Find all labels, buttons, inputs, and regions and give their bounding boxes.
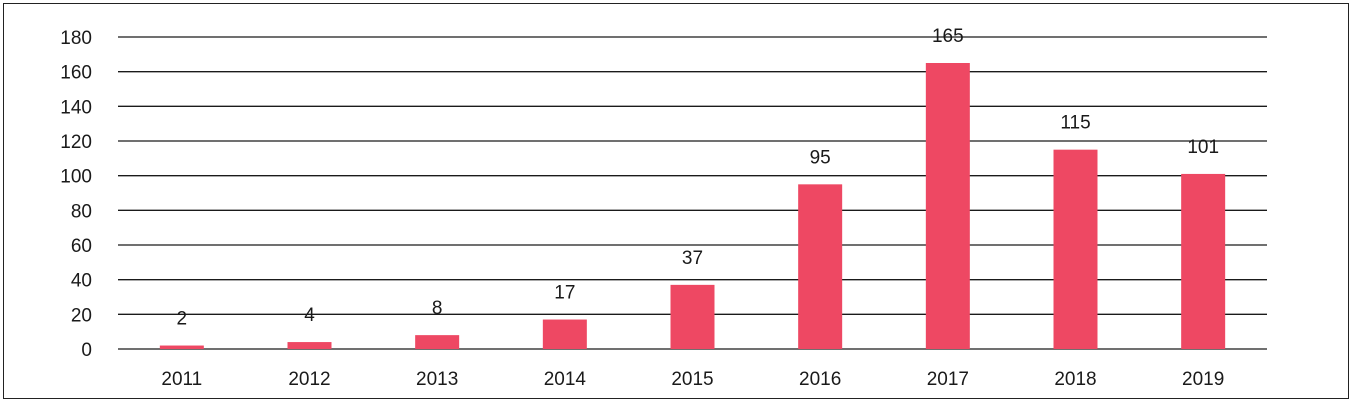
bars [159, 63, 1226, 349]
bar-chart: 0 20 40 60 80 100 120 140 160 180 2 4 8 17 37 95 165 115… [60, 26, 1267, 390]
y-tick-label: 120 [60, 132, 92, 153]
y-tick-label: 100 [60, 167, 92, 188]
bar-2012 [287, 342, 332, 349]
y-tick-label: 20 [71, 305, 92, 326]
data-label-2014: 17 [554, 283, 575, 304]
bar-2011 [159, 345, 204, 349]
x-tick-label-2013: 2013 [416, 369, 458, 390]
data-label-2013: 8 [432, 298, 443, 319]
y-tick-label: 0 [81, 340, 92, 361]
x-tick-label-2017: 2017 [927, 369, 969, 390]
x-tick-label-2019: 2019 [1182, 369, 1224, 390]
x-tick-label-2012: 2012 [288, 369, 330, 390]
y-tick-label: 40 [71, 271, 92, 292]
bar-2013 [415, 335, 460, 349]
bar-2014 [542, 319, 587, 349]
gridlines [118, 36, 1267, 350]
data-labels: 2 4 8 17 37 95 165 115 101 [177, 26, 1219, 330]
x-axis-ticks: 2011 2012 2013 2014 2015 2016 2017 2018 2019 [161, 369, 1224, 390]
chart-frame: 0 20 40 60 80 100 120 140 160 180 2 4 8 17 37 95 165 115… [3, 3, 1349, 399]
data-label-2011: 2 [177, 309, 188, 330]
x-tick-label-2011: 2011 [161, 369, 202, 390]
y-tick-label: 140 [60, 97, 92, 118]
y-tick-label: 180 [60, 28, 92, 49]
x-tick-label-2018: 2018 [1054, 369, 1096, 390]
data-label-2012: 4 [304, 305, 315, 326]
y-tick-label: 160 [60, 63, 92, 84]
data-label-2019: 101 [1187, 137, 1219, 158]
x-tick-label-2015: 2015 [671, 369, 713, 390]
bar-2017 [925, 63, 970, 349]
x-tick-label-2014: 2014 [544, 369, 587, 390]
data-label-2017: 165 [932, 26, 964, 47]
data-label-2018: 115 [1060, 113, 1090, 134]
bar-2018 [1053, 149, 1098, 349]
data-label-2016: 95 [810, 147, 831, 168]
y-tick-label: 60 [71, 236, 92, 257]
x-tick-label-2016: 2016 [799, 369, 841, 390]
y-axis-ticks: 0 20 40 60 80 100 120 140 160 180 [60, 28, 92, 361]
bar-2016 [798, 184, 843, 349]
data-label-2015: 37 [682, 248, 703, 269]
bar-2019 [1181, 173, 1226, 349]
bar-2015 [670, 284, 715, 349]
y-tick-label: 80 [71, 201, 92, 222]
